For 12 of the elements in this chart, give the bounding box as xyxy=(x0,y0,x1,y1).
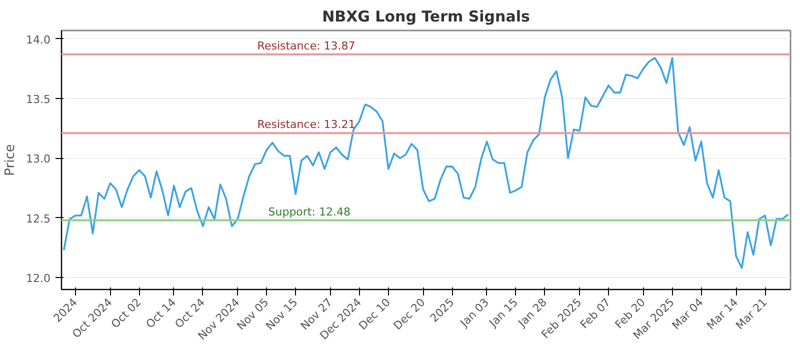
ref-line-label: Resistance: 13.21 xyxy=(257,118,356,132)
y-tick-label: 14.0 xyxy=(26,33,51,46)
y-tick-label: 12.5 xyxy=(26,212,51,226)
chart-title: NBXG Long Term Signals xyxy=(322,8,530,26)
y-tick-label: 13.0 xyxy=(26,152,51,166)
y-tick-label: 12.0 xyxy=(26,272,51,286)
line-series xyxy=(62,57,790,269)
x-tick-label: Dec 20 xyxy=(391,296,428,333)
ref-line-label: Resistance: 13.87 xyxy=(257,39,356,52)
y-axis-title: Price xyxy=(3,144,18,176)
y-tick-label: 13.5 xyxy=(26,93,51,106)
ref-line-label: Support: 12.48 xyxy=(268,205,350,218)
